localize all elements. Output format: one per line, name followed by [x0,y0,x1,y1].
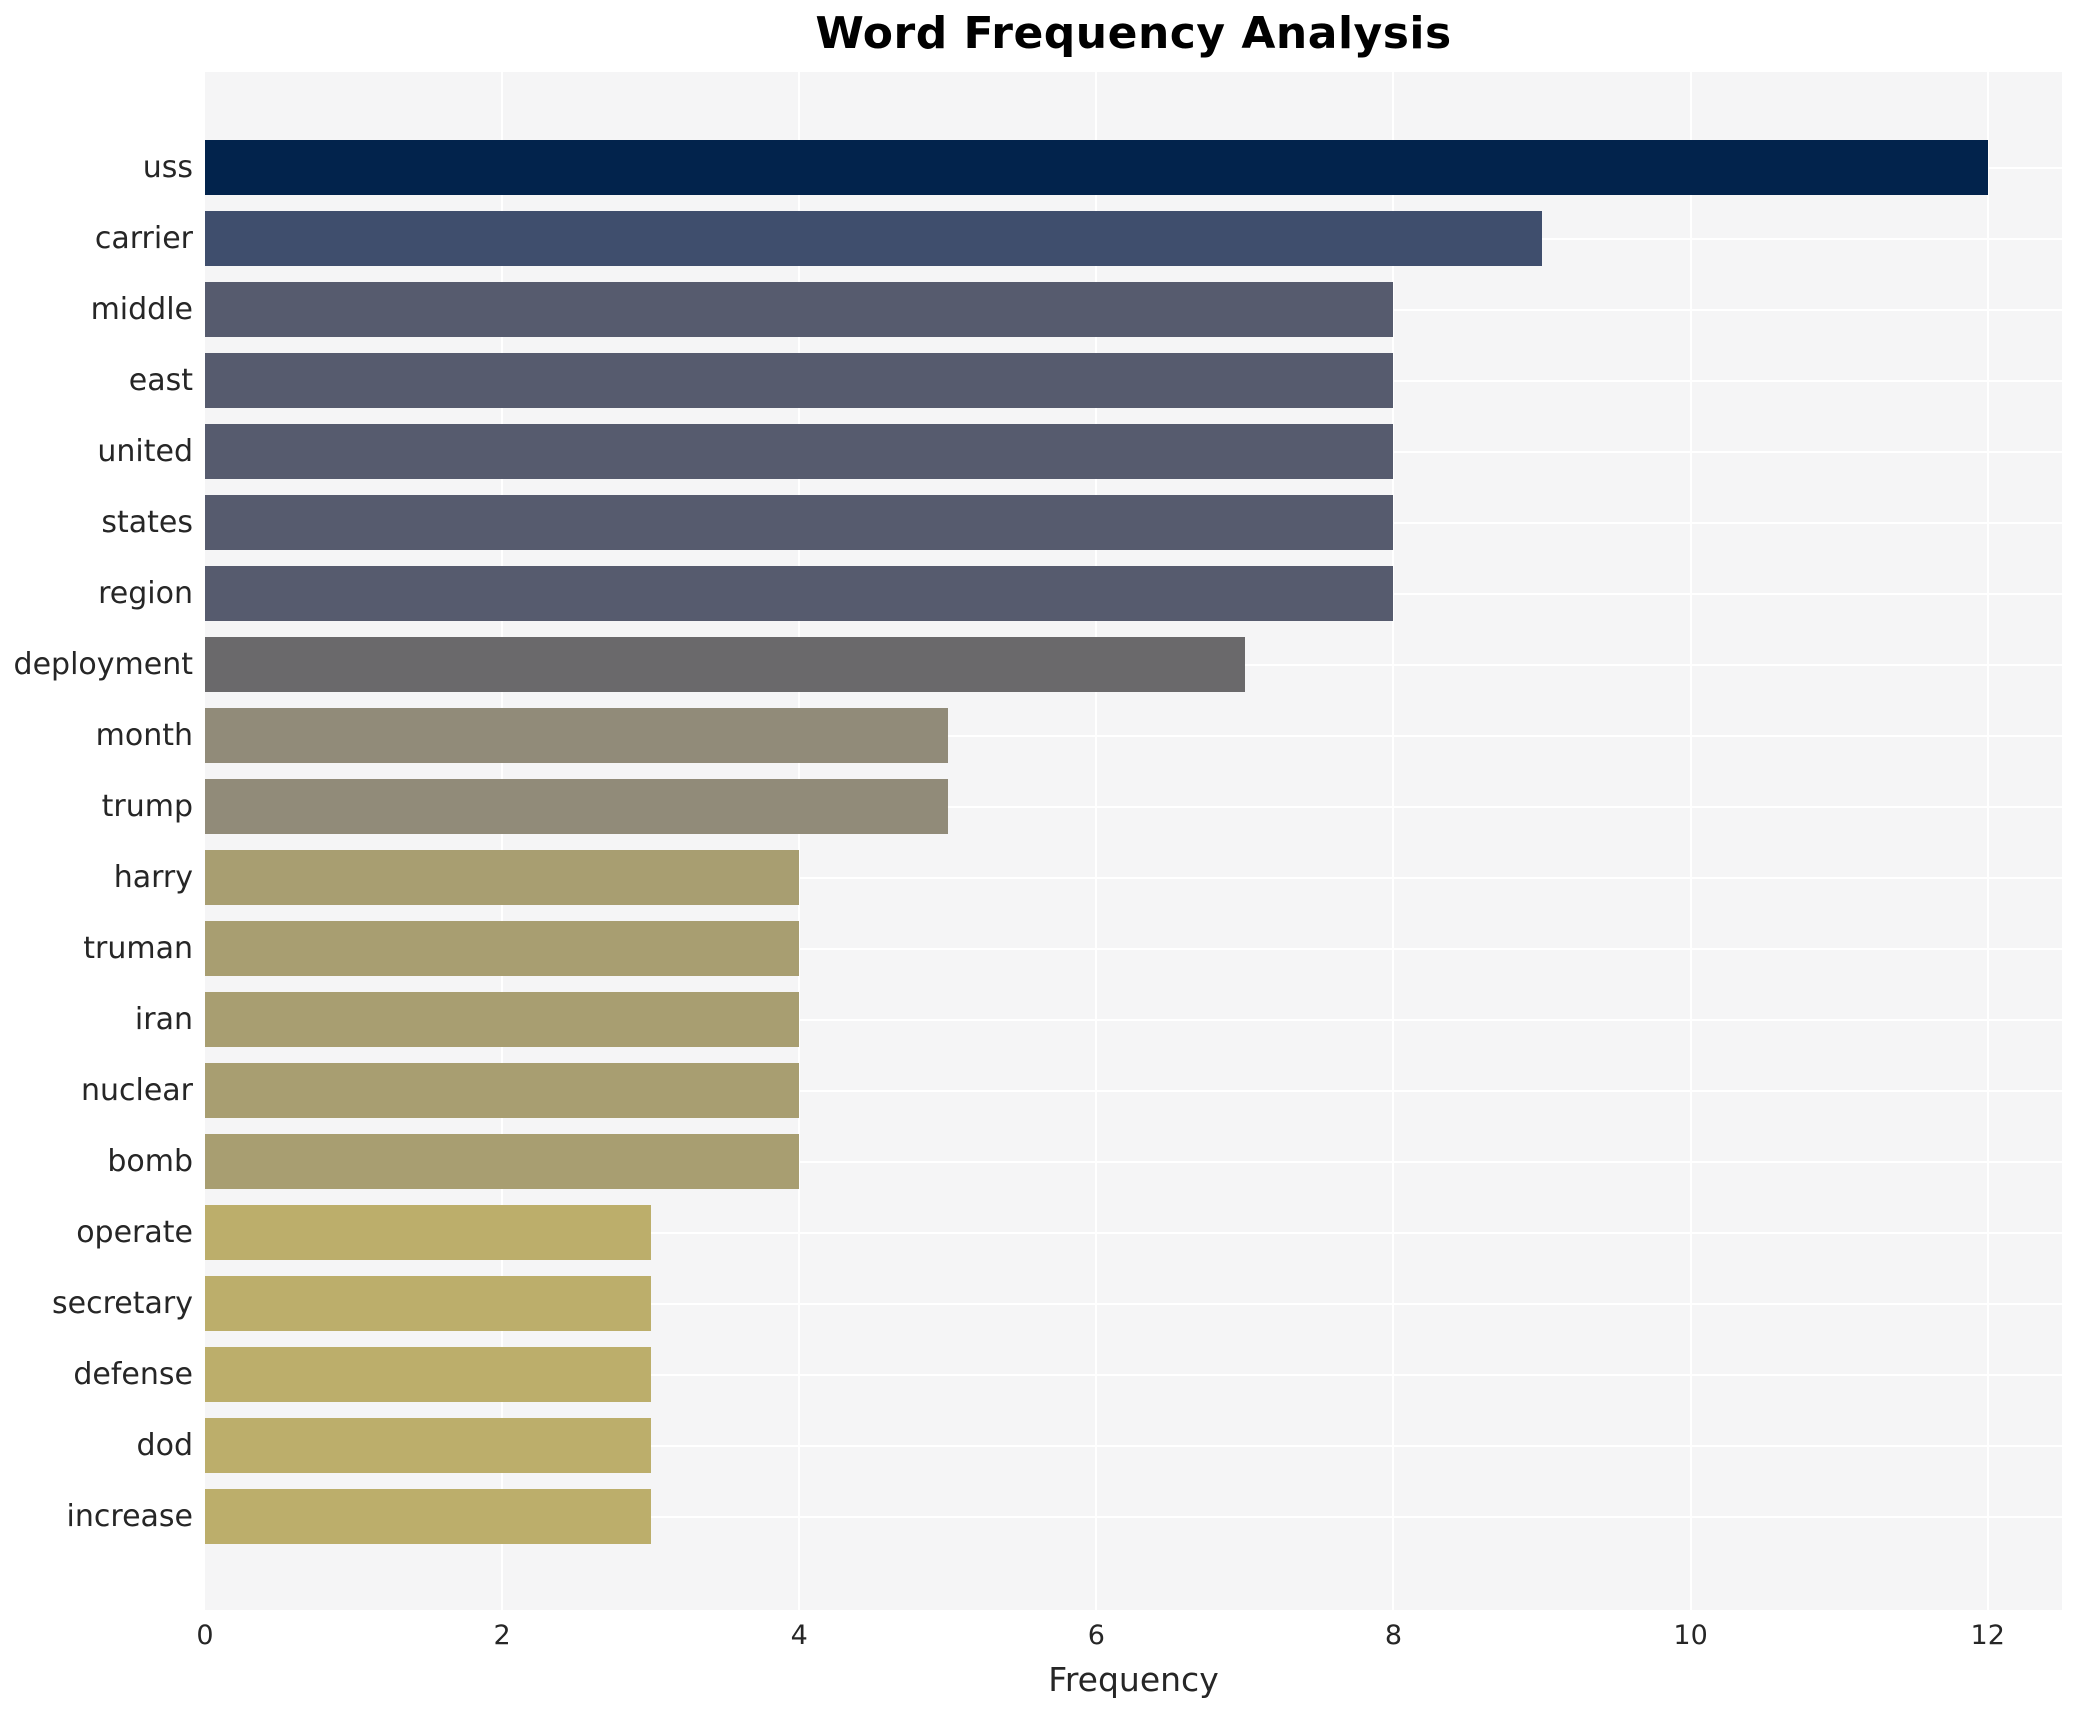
category-label-secretary: secretary [52,1286,193,1321]
horizontal-gridline [205,1160,2062,1163]
x-tick-label: 12 [1970,1620,2005,1651]
bar-month [205,708,948,763]
bar-iran [205,992,800,1047]
bar-operate [205,1205,651,1260]
category-label-dod: dod [136,1428,193,1463]
x-tick-label: 4 [790,1620,808,1651]
bar-defense [205,1347,651,1402]
category-label-nuclear: nuclear [80,1073,193,1108]
category-label-iran: iran [134,1002,193,1037]
bar-states [205,495,1394,550]
bar-bomb [205,1134,800,1189]
category-label-bomb: bomb [107,1144,193,1179]
category-label-month: month [95,718,193,753]
x-tick-label: 8 [1384,1620,1403,1651]
x-tick-label: 6 [1087,1620,1105,1651]
category-label-east: east [128,363,193,398]
bar-harry [205,850,800,905]
plot-area [205,72,2062,1610]
horizontal-gridline [205,1515,2062,1518]
bar-truman [205,921,800,976]
vertical-gridline [1986,72,1989,1610]
category-label-defense: defense [73,1357,193,1392]
bar-dod [205,1418,651,1473]
bar-united [205,424,1394,479]
horizontal-gridline [205,1373,2062,1376]
vertical-gridline [1689,72,1692,1610]
bar-region [205,566,1394,621]
horizontal-gridline [205,805,2062,808]
horizontal-gridline [205,947,2062,950]
bar-middle [205,282,1394,337]
vertical-gridline [798,72,801,1610]
category-label-region: region [98,576,193,611]
x-tick-label: 0 [196,1620,214,1651]
bar-nuclear [205,1063,800,1118]
horizontal-gridline [205,1444,2062,1447]
category-label-uss: uss [142,150,193,185]
x-tick-label: 2 [493,1620,511,1651]
bar-secretary [205,1276,651,1331]
bar-uss [205,140,1988,195]
bar-carrier [205,211,1543,266]
bar-east [205,353,1394,408]
category-label-carrier: carrier [94,221,193,256]
horizontal-gridline [205,734,2062,737]
category-label-truman: truman [83,931,193,966]
category-label-middle: middle [90,292,193,327]
horizontal-gridline [205,1231,2062,1234]
category-label-trump: trump [101,789,193,824]
bar-increase [205,1489,651,1544]
horizontal-gridline [205,1018,2062,1021]
category-label-increase: increase [66,1499,193,1534]
chart-title: Word Frequency Analysis [815,8,1452,59]
vertical-gridline [1095,72,1098,1610]
vertical-gridline [501,72,504,1610]
horizontal-gridline [205,1302,2062,1305]
category-label-states: states [101,505,193,540]
category-label-deployment: deployment [13,647,193,682]
x-tick-label: 10 [1673,1620,1708,1651]
horizontal-gridline [205,1089,2062,1092]
category-label-harry: harry [113,860,193,895]
vertical-gridline [1392,72,1395,1610]
category-label-operate: operate [76,1215,193,1250]
bar-trump [205,779,948,834]
bar-deployment [205,637,1245,692]
category-label-united: united [97,434,193,469]
horizontal-gridline [205,876,2062,879]
x-axis-label: Frequency [1048,1660,1219,1699]
